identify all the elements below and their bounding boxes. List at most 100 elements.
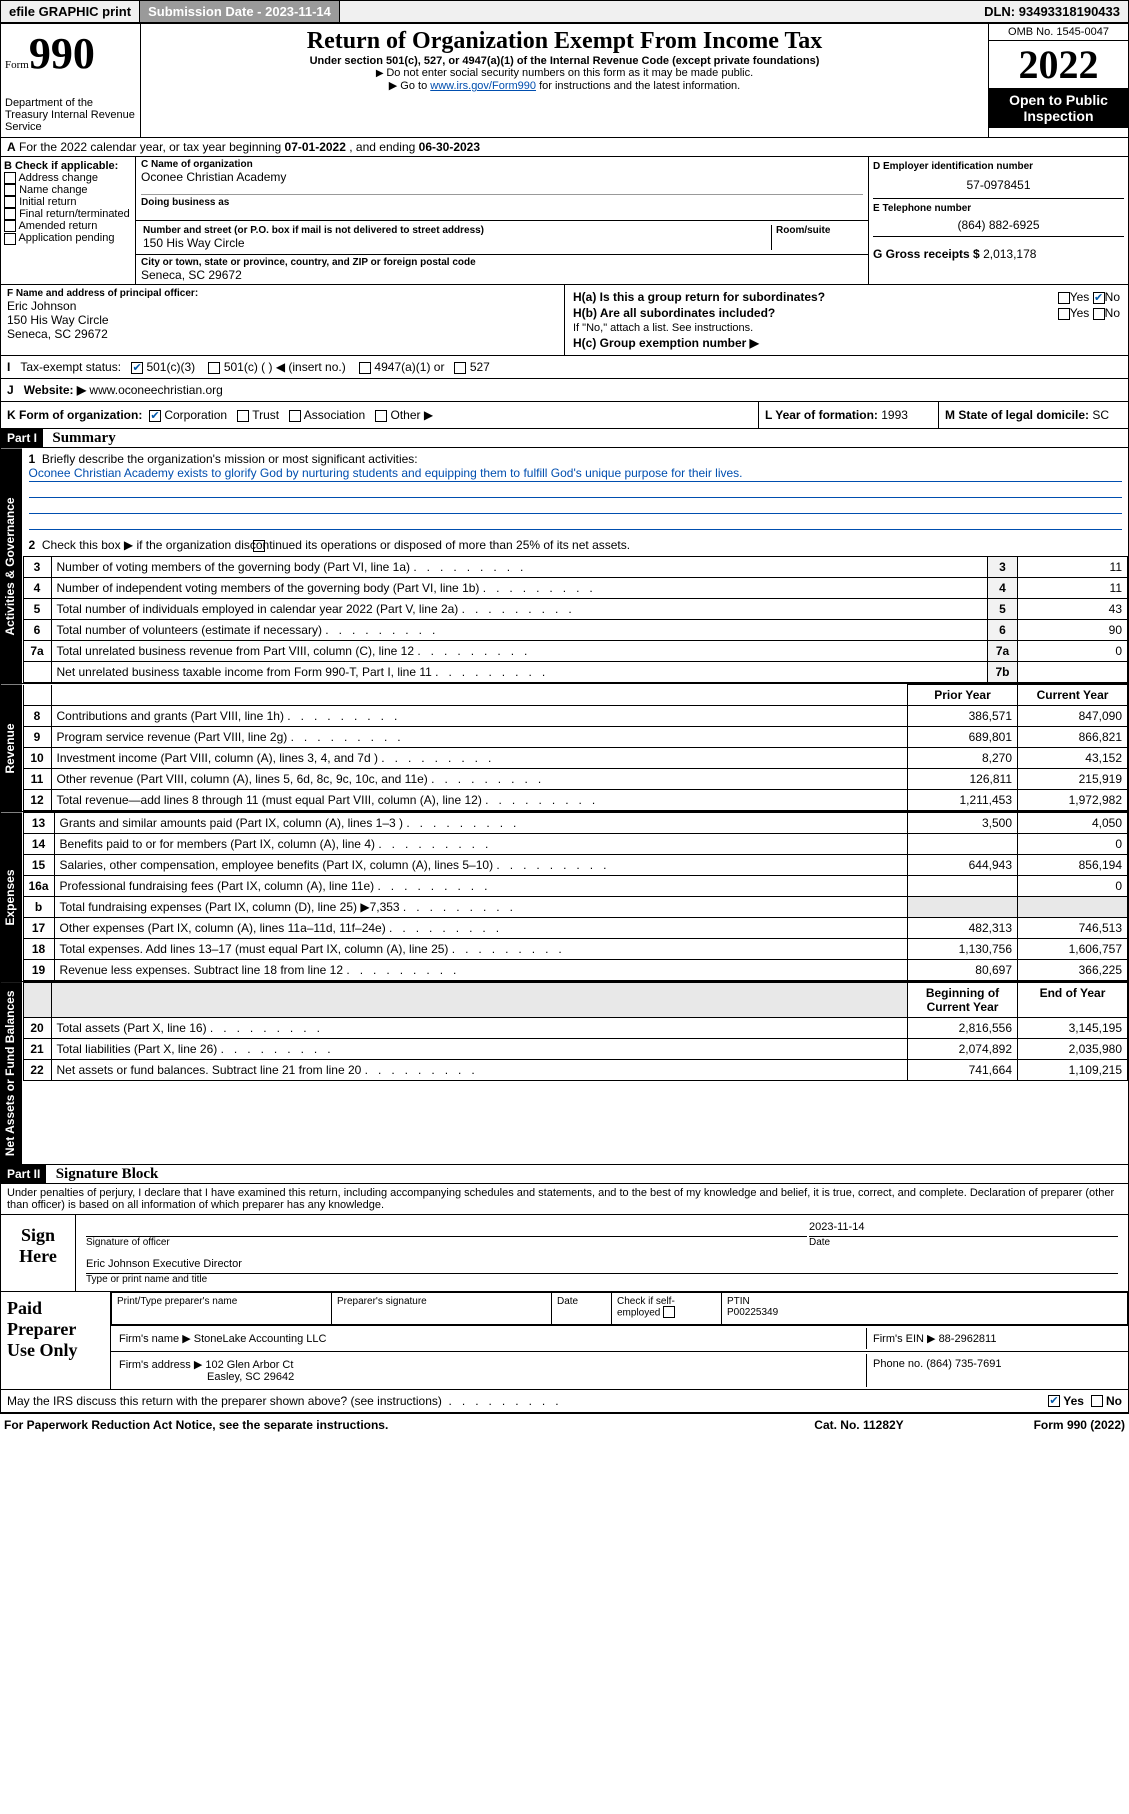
line-desc: Total number of individuals employed in … bbox=[51, 599, 988, 620]
prep-name-header: Print/Type preparer's name bbox=[117, 1296, 326, 1307]
line-desc: Salaries, other compensation, employee b… bbox=[54, 855, 907, 876]
line-number: 6 bbox=[23, 620, 51, 641]
form-number: Form990 bbox=[5, 28, 136, 79]
prep-sig-header: Preparer's signature bbox=[337, 1296, 546, 1307]
current-year-value: 1,972,982 bbox=[1018, 790, 1128, 811]
prior-year-value: 644,943 bbox=[908, 855, 1018, 876]
current-year-value: 746,513 bbox=[1018, 918, 1128, 939]
line-desc: Net unrelated business taxable income fr… bbox=[51, 662, 988, 683]
checkbox-may-discuss-yes[interactable] bbox=[1048, 1395, 1060, 1407]
subtitle-2: Do not enter social security numbers on … bbox=[145, 67, 984, 79]
line-number: 9 bbox=[23, 727, 51, 748]
tax-year: 2022 bbox=[989, 41, 1128, 88]
sig-date-label: Date bbox=[809, 1237, 1118, 1248]
prior-year-value: 689,801 bbox=[908, 727, 1018, 748]
part2-header: Part II bbox=[1, 1165, 46, 1183]
checkbox-corp[interactable] bbox=[149, 410, 161, 422]
line-desc: Number of independent voting members of … bbox=[51, 578, 988, 599]
line-desc: Investment income (Part VIII, column (A)… bbox=[51, 748, 908, 769]
current-year-value: 847,090 bbox=[1018, 706, 1128, 727]
line-number: b bbox=[23, 897, 54, 918]
line-2: 2 Check this box ▶ if the organization d… bbox=[23, 534, 1129, 556]
ptin-header: PTIN bbox=[727, 1296, 750, 1307]
omb-number: OMB No. 1545-0047 bbox=[989, 24, 1128, 41]
line-number: 14 bbox=[23, 834, 54, 855]
current-year-header: Current Year bbox=[1018, 685, 1128, 706]
box-number: 5 bbox=[988, 599, 1018, 620]
line-desc: Total revenue—add lines 8 through 11 (mu… bbox=[51, 790, 908, 811]
label-address: Number and street (or P.O. box if mail i… bbox=[143, 225, 769, 236]
sig-officer-label: Signature of officer bbox=[86, 1237, 807, 1248]
line-l-year: L Year of formation: 1993 bbox=[759, 402, 939, 429]
line-desc: Revenue less expenses. Subtract line 18 … bbox=[54, 960, 907, 981]
current-year-value: 866,821 bbox=[1018, 727, 1128, 748]
sig-date-value: 2023-11-14 bbox=[809, 1221, 1118, 1237]
line-desc: Professional fundraising fees (Part IX, … bbox=[54, 876, 907, 897]
footer-cat: Cat. No. 11282Y bbox=[759, 1413, 959, 1436]
line-a-tax-year: A For the 2022 calendar year, or tax yea… bbox=[0, 138, 1129, 157]
current-year-value bbox=[1018, 897, 1128, 918]
sidetab-expenses: Expenses bbox=[1, 812, 23, 982]
firm-addr2: Easley, SC 29642 bbox=[119, 1371, 294, 1383]
box-number: 7a bbox=[988, 641, 1018, 662]
current-year-value: 215,919 bbox=[1018, 769, 1128, 790]
prior-year-value: 1,211,453 bbox=[908, 790, 1018, 811]
firm-name: StoneLake Accounting LLC bbox=[194, 1333, 327, 1345]
sidetab-governance: Activities & Governance bbox=[1, 448, 23, 684]
sidetab-revenue: Revenue bbox=[1, 684, 23, 812]
gross-receipts: 2,013,178 bbox=[983, 247, 1036, 261]
line-desc: Other revenue (Part VIII, column (A), li… bbox=[51, 769, 908, 790]
submission-date: Submission Date - 2023-11-14 bbox=[140, 1, 340, 22]
line-number: 22 bbox=[23, 1060, 51, 1081]
line-desc: Total fundraising expenses (Part IX, col… bbox=[54, 897, 907, 918]
mission-text: Oconee Christian Academy exists to glori… bbox=[29, 466, 1123, 482]
prior-year-value: 2,816,556 bbox=[908, 1018, 1018, 1039]
line-number: 10 bbox=[23, 748, 51, 769]
line1-label: Briefly describe the organization's miss… bbox=[42, 452, 418, 466]
line-value: 0 bbox=[1018, 641, 1128, 662]
label-city: City or town, state or province, country… bbox=[141, 257, 863, 268]
irs-link[interactable]: www.irs.gov/Form990 bbox=[430, 80, 536, 92]
top-bar: efile GRAPHIC print Submission Date - 20… bbox=[0, 0, 1129, 23]
prior-year-value: 1,130,756 bbox=[908, 939, 1018, 960]
line-desc: Contributions and grants (Part VIII, lin… bbox=[51, 706, 908, 727]
line-number: 11 bbox=[23, 769, 51, 790]
current-year-value: 43,152 bbox=[1018, 748, 1128, 769]
line-i-tax-exempt: I Tax-exempt status: 501(c)(3) 501(c) ( … bbox=[0, 356, 1129, 379]
prep-date-header: Date bbox=[552, 1292, 612, 1324]
part1-title: Summary bbox=[46, 430, 115, 446]
street-address: 150 His Way Circle bbox=[143, 236, 769, 250]
perjury-declaration: Under penalties of perjury, I declare th… bbox=[0, 1184, 1129, 1215]
dln: DLN: 93493318190433 bbox=[976, 1, 1128, 22]
line-m-state: M State of legal domicile: SC bbox=[939, 402, 1129, 429]
line-desc: Total expenses. Add lines 13–17 (must eq… bbox=[54, 939, 907, 960]
footer-form: Form 990 (2022) bbox=[959, 1413, 1129, 1436]
line-number: 20 bbox=[23, 1018, 51, 1039]
line-number: 16a bbox=[23, 876, 54, 897]
checkbox-no-group[interactable] bbox=[1093, 292, 1105, 304]
line-desc: Total number of volunteers (estimate if … bbox=[51, 620, 988, 641]
line-number: 8 bbox=[23, 706, 51, 727]
firm-ein: 88-2962811 bbox=[939, 1333, 997, 1345]
prior-year-value bbox=[908, 897, 1018, 918]
line-number: 7a bbox=[23, 641, 51, 662]
box-number: 7b bbox=[988, 662, 1018, 683]
current-year-value: 0 bbox=[1018, 876, 1128, 897]
line-number: 12 bbox=[23, 790, 51, 811]
self-employed-check: Check if self-employed bbox=[612, 1292, 722, 1324]
ptin-value: P00225349 bbox=[727, 1307, 778, 1318]
line-value: 11 bbox=[1018, 578, 1128, 599]
line-desc: Total liabilities (Part X, line 26) bbox=[51, 1039, 908, 1060]
efile-label[interactable]: efile GRAPHIC print bbox=[1, 1, 140, 22]
line-number bbox=[23, 662, 51, 683]
checkbox-501c3[interactable] bbox=[131, 362, 143, 374]
footer-pra: For Paperwork Reduction Act Notice, see … bbox=[0, 1413, 759, 1436]
line-k-form-org: K Form of organization: Corporation Trus… bbox=[1, 402, 759, 429]
line-number: 17 bbox=[23, 918, 54, 939]
type-name-label: Type or print name and title bbox=[86, 1274, 1118, 1285]
box-number: 3 bbox=[988, 557, 1018, 578]
label-org-name: C Name of organization bbox=[141, 159, 863, 170]
line-desc: Number of voting members of the governin… bbox=[51, 557, 988, 578]
prior-year-value bbox=[908, 834, 1018, 855]
subtitle-1: Under section 501(c), 527, or 4947(a)(1)… bbox=[145, 55, 984, 67]
